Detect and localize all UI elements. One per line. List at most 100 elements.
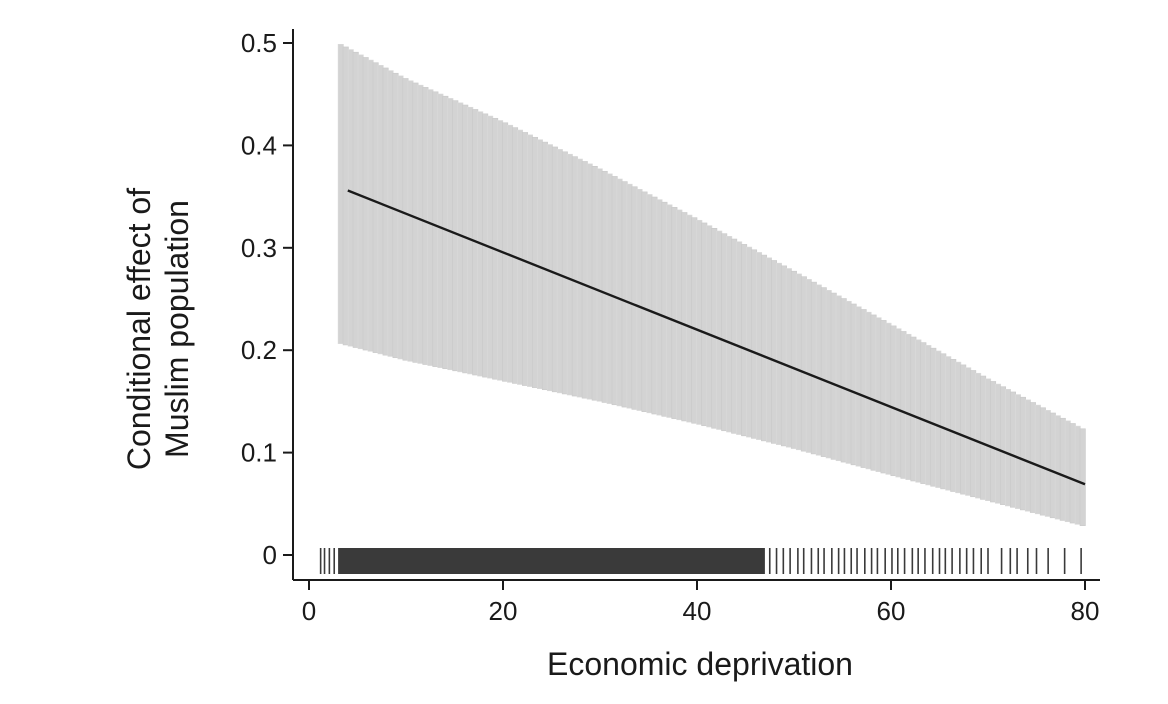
confidence-band-bar xyxy=(626,183,633,409)
confidence-band-bar xyxy=(646,194,653,414)
confidence-band-bar xyxy=(845,300,852,464)
confidence-band-bar xyxy=(746,246,753,438)
confidence-band-bar xyxy=(631,186,638,410)
confidence-band-bar xyxy=(1019,396,1026,511)
confidence-band-bar xyxy=(900,331,907,479)
confidence-band-bar xyxy=(636,189,643,411)
y-axis-title-line: Conditional effect of xyxy=(121,188,157,470)
confidence-band-bar xyxy=(586,163,593,400)
confidence-band-bar xyxy=(546,144,553,392)
confidence-band xyxy=(337,44,1086,526)
confidence-band-bar xyxy=(925,345,932,486)
confidence-band-bar xyxy=(342,46,349,346)
confidence-band-bar xyxy=(551,146,558,393)
confidence-band-bar xyxy=(805,279,812,453)
confidence-band-bar xyxy=(387,70,394,357)
confidence-band-bar xyxy=(711,228,718,429)
confidence-band-bar xyxy=(955,361,962,494)
confidence-band-bar xyxy=(1079,428,1086,526)
confidence-band-bar xyxy=(721,233,728,432)
confidence-band-bar xyxy=(1049,412,1056,519)
confidence-band-bar xyxy=(1029,402,1036,513)
confidence-band-bar xyxy=(975,372,982,499)
confidence-band-bar xyxy=(541,141,548,391)
confidence-band-bar xyxy=(422,87,429,365)
confidence-band-bar xyxy=(527,134,533,387)
confidence-band-bar xyxy=(785,268,792,448)
confidence-band-bar xyxy=(820,287,827,457)
confidence-band-bar xyxy=(940,353,947,490)
confidence-band-bar xyxy=(1000,386,1007,505)
confidence-band-bar xyxy=(691,217,698,424)
confidence-band-bar xyxy=(1074,425,1081,525)
confidence-band-bar xyxy=(571,156,578,397)
confidence-band-bar xyxy=(596,168,603,402)
confidence-band-bar xyxy=(397,75,404,360)
confidence-band-bar xyxy=(770,260,777,444)
confidence-band-bar xyxy=(377,65,384,355)
confidence-band-bar xyxy=(870,314,877,471)
confidence-band-bar xyxy=(561,151,568,395)
x-tick-label: 20 xyxy=(489,596,518,626)
confidence-band-bar xyxy=(990,381,997,503)
confidence-band-bar xyxy=(701,222,708,427)
confidence-band-bar xyxy=(566,153,573,396)
confidence-band-bar xyxy=(1014,394,1021,509)
confidence-band-bar xyxy=(606,173,613,404)
confidence-band-bar xyxy=(1059,417,1066,521)
confidence-band-bar xyxy=(895,328,902,478)
confidence-band-bar xyxy=(920,342,927,484)
confidence-band-bar xyxy=(840,298,847,463)
confidence-band-bar xyxy=(885,322,892,475)
y-axis-title-line: Muslim population xyxy=(159,200,195,458)
confidence-band-bar xyxy=(880,320,887,474)
confidence-band-bar xyxy=(591,166,598,401)
confidence-band-bar xyxy=(392,72,399,359)
confidence-band-bar xyxy=(1044,410,1051,517)
confidence-band-bar xyxy=(432,91,439,367)
confidence-band-bar xyxy=(716,230,723,430)
confidence-band-bar xyxy=(1010,391,1016,508)
y-tick-label: 0.1 xyxy=(241,438,277,468)
confidence-band-bar xyxy=(522,132,529,386)
rug-plot xyxy=(319,548,1082,574)
confidence-band-bar xyxy=(601,170,608,403)
confidence-band-bar xyxy=(960,364,967,495)
confidence-band-bar xyxy=(935,350,942,488)
confidence-band-bar xyxy=(576,158,583,398)
confidence-band-bar xyxy=(930,347,937,487)
confidence-band-bar xyxy=(656,199,663,416)
y-tick-label: 0.4 xyxy=(241,130,277,160)
confidence-band-bar xyxy=(795,273,802,451)
confidence-band-bar xyxy=(995,383,1002,504)
confidence-band-bar xyxy=(910,336,917,482)
x-tick-label: 0 xyxy=(302,596,316,626)
confidence-band-bar xyxy=(726,236,733,433)
confidence-band-bar xyxy=(651,196,658,415)
confidence-band-bar xyxy=(357,54,364,350)
confidence-band-bar xyxy=(1054,415,1061,520)
confidence-band-bar xyxy=(741,244,748,437)
confidence-band-bar xyxy=(696,219,703,425)
confidence-band-bar xyxy=(790,270,797,449)
axes: 0 0.1 0.2 0.3 0.4 0.5 0 20 40 60 80 xyxy=(241,28,1100,626)
confidence-band-bar xyxy=(980,375,987,500)
confidence-band-bar xyxy=(611,176,618,406)
confidence-band-bar xyxy=(825,290,832,459)
confidence-band-bar xyxy=(352,51,359,348)
confidence-band-bar xyxy=(875,317,882,472)
confidence-band-bar xyxy=(681,212,688,422)
confidence-band-bar xyxy=(761,254,768,442)
confidence-band-bar xyxy=(1069,423,1076,524)
x-tick-label: 40 xyxy=(683,596,712,626)
confidence-band-bar xyxy=(815,284,822,456)
confidence-band-bar xyxy=(855,306,862,467)
confidence-band-bar xyxy=(706,225,713,428)
confidence-band-bar xyxy=(337,44,344,344)
y-tick-label: 0.2 xyxy=(241,335,277,365)
confidence-band-bar xyxy=(810,281,817,455)
confidence-band-bar xyxy=(382,67,389,356)
confidence-band-bar xyxy=(661,201,668,417)
confidence-band-bar xyxy=(830,292,837,460)
